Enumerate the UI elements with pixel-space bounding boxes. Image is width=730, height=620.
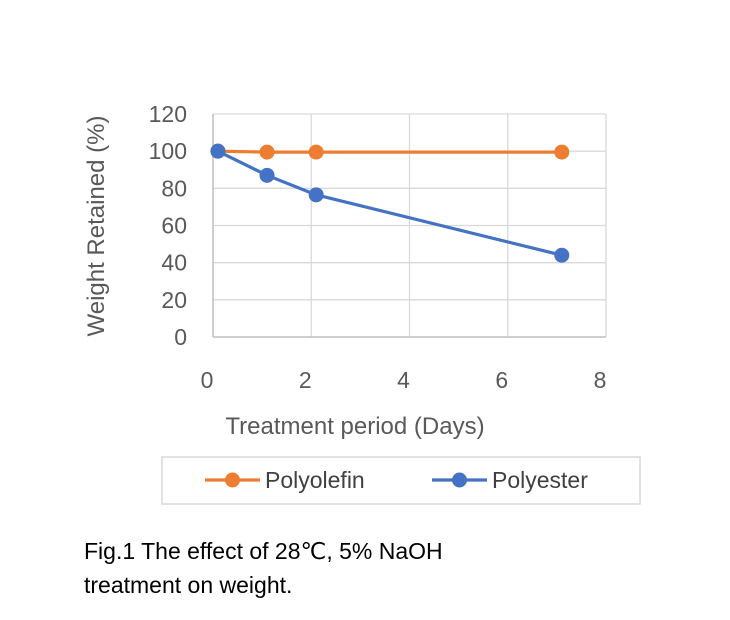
y-axis-title: Weight Retained (%) [83,116,110,337]
x-tick-label-0: 0 [201,367,214,393]
polyester-point-3 [554,247,570,263]
polyolefin-line [217,149,562,154]
y-tick-label-80: 80 [161,175,187,201]
y-tick-label-20: 20 [161,287,187,313]
series-layer [210,143,570,263]
legend-marker-polyolefin [225,472,240,488]
x-tick-label-6: 6 [495,367,508,393]
x-axis-title: Treatment period (Days) [225,413,484,440]
polyester-point-2 [308,187,324,203]
polyester-line [217,149,563,257]
y-tick-label-0: 0 [174,324,187,350]
polyester-point-0 [210,143,226,159]
x-tick-labels: 0 2 4 6 8 [201,367,607,393]
y-tick-label-40: 40 [161,250,187,276]
legend-label-polyester: Polyester [492,467,588,493]
y-tick-labels: 0 20 40 60 80 100 120 [149,101,187,350]
legend-label-polyolefin: Polyolefin [265,467,365,493]
legend-item-polyolefin: Polyolefin [205,467,365,493]
legend-marker-polyester [452,472,467,488]
series-polyester [210,143,570,263]
caption-line-1: Fig.1 The effect of 28℃, 5% NaOH [84,538,443,564]
y-tick-label-60: 60 [161,213,187,239]
polyolefin-point-2 [308,144,324,160]
x-tick-label-8: 8 [594,367,607,393]
legend-item-polyester: Polyester [432,467,588,493]
x-tick-label-4: 4 [397,367,410,393]
polyolefin-point-3 [554,144,570,160]
legend: Polyolefin Polyester [161,456,641,505]
y-tick-label-100: 100 [149,138,187,164]
y-tick-label-120: 120 [149,101,187,127]
caption-line-2: treatment on weight. [84,572,293,598]
polyolefin-point-1 [259,144,275,160]
series-polyolefin [210,143,570,160]
figure-caption: Fig.1 The effect of 28℃, 5% NaOH treatme… [84,534,644,602]
x-tick-label-2: 2 [299,367,312,393]
polyester-point-1 [259,167,275,183]
